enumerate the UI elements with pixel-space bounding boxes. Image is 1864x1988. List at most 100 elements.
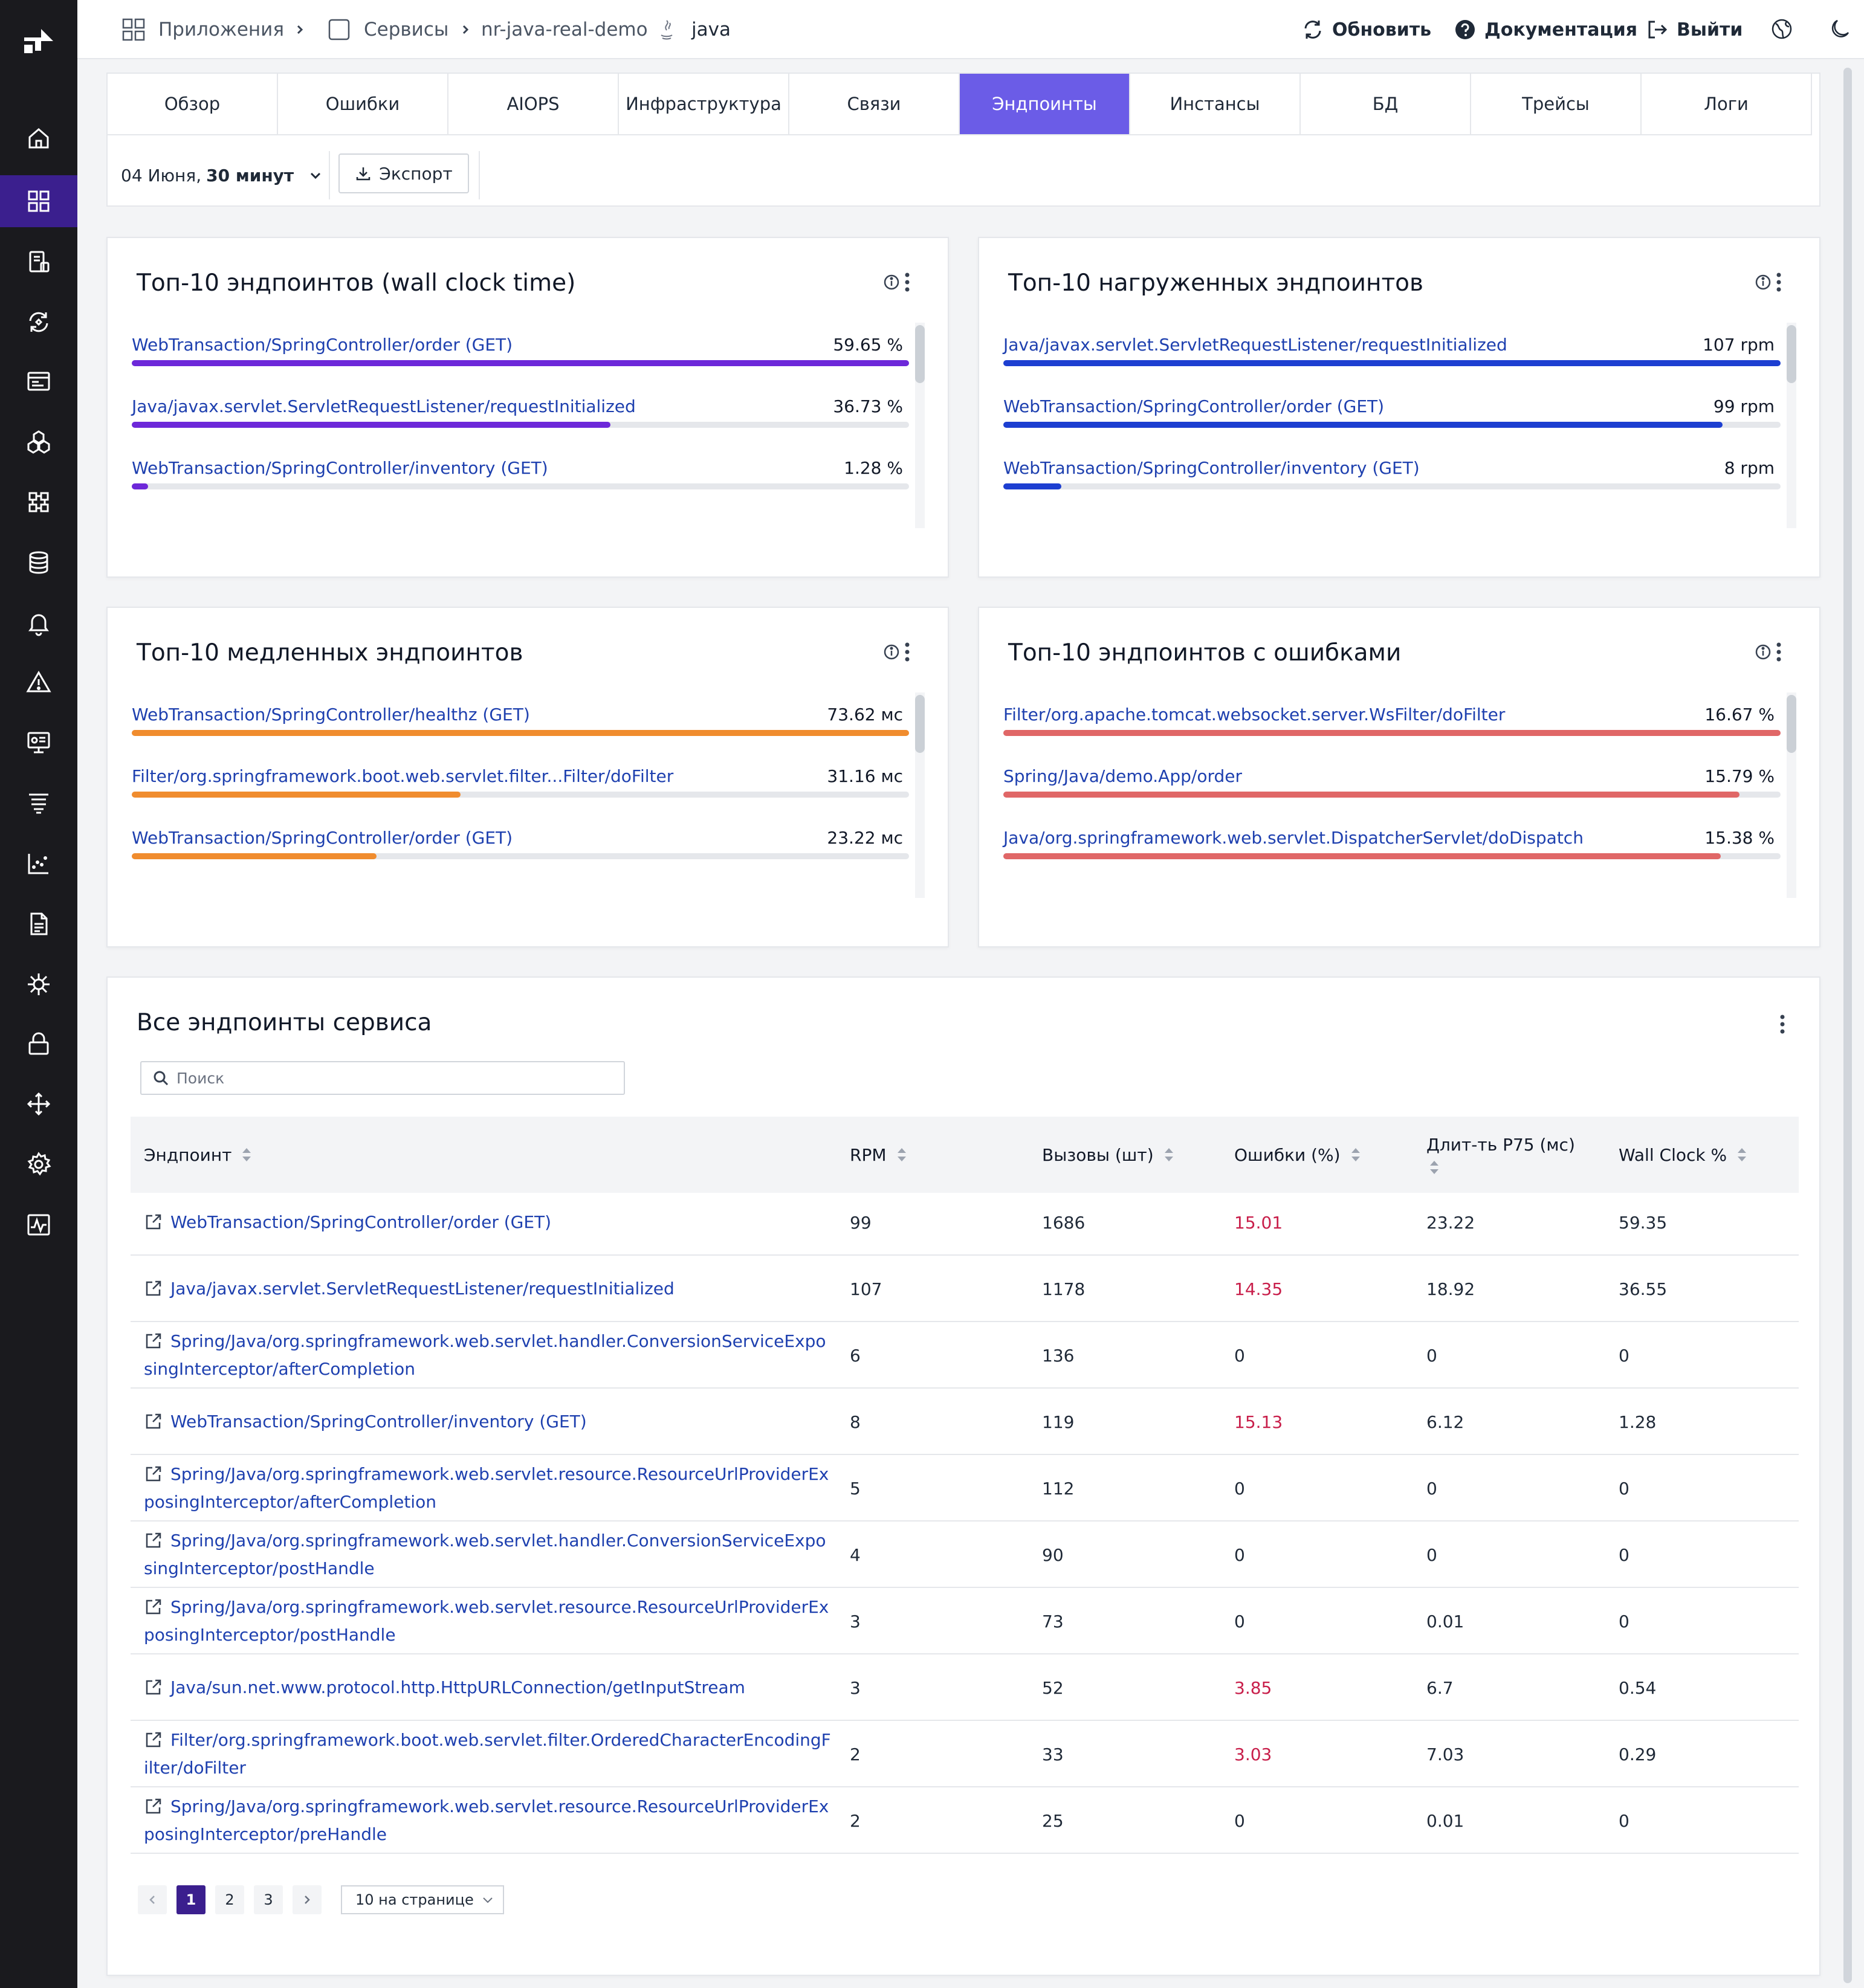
table-row[interactable]: Spring/Java/org.springframework.web.serv… xyxy=(131,1322,1799,1389)
sidebar-item-activity[interactable] xyxy=(0,1199,77,1251)
panel-row[interactable]: WebTransaction/SpringController/inventor… xyxy=(132,458,909,518)
page-size-select[interactable]: 10 на странице xyxy=(341,1885,504,1914)
prev-page-button[interactable] xyxy=(138,1885,167,1914)
endpoint-cell[interactable]: Spring/Java/org.springframework.web.serv… xyxy=(144,1787,833,1854)
info-icon[interactable] xyxy=(882,273,901,291)
sidebar-item-layers[interactable] xyxy=(0,777,77,829)
kebab-menu-icon[interactable] xyxy=(1776,272,1782,292)
page-scrollbar-thumb[interactable] xyxy=(1843,68,1852,1983)
endpoint-cell[interactable]: Spring/Java/org.springframework.web.serv… xyxy=(144,1588,833,1654)
endpoint-link[interactable]: Java/javax.servlet.ServletRequestListene… xyxy=(132,396,636,416)
endpoint-link[interactable]: WebTransaction/SpringController/order (G… xyxy=(132,828,513,848)
panel-row[interactable]: WebTransaction/SpringController/healthz … xyxy=(132,705,909,765)
docs-button[interactable]: Документация xyxy=(1454,0,1637,59)
sidebar-item-home[interactable] xyxy=(0,112,77,164)
panel-scrollbar-thumb[interactable] xyxy=(915,325,925,383)
endpoint-link[interactable]: Java/org.springframework.web.servlet.Dis… xyxy=(1003,828,1584,848)
page-button-3[interactable]: 3 xyxy=(254,1885,283,1914)
tab-db[interactable]: БД xyxy=(1301,74,1471,135)
sidebar-item-apps[interactable] xyxy=(0,175,77,227)
table-row[interactable]: WebTransaction/SpringController/inventor… xyxy=(131,1389,1799,1455)
table-row[interactable]: Spring/Java/org.springframework.web.serv… xyxy=(131,1522,1799,1588)
kebab-menu-icon[interactable] xyxy=(904,642,910,662)
endpoint-cell[interactable]: Java/sun.net.www.protocol.http.HttpURLCo… xyxy=(144,1654,833,1721)
endpoint-link[interactable]: Filter/org.apache.tomcat.websocket.serve… xyxy=(1003,705,1506,725)
panel-scrollbar-thumb[interactable] xyxy=(1787,695,1796,753)
sidebar-item-security[interactable] xyxy=(0,1018,77,1070)
logo-icon[interactable] xyxy=(21,23,57,59)
endpoint-link[interactable]: WebTransaction/SpringController/order (G… xyxy=(132,335,513,355)
breadcrumb-apps[interactable]: Приложения xyxy=(121,0,284,59)
breadcrumb-service-name[interactable]: nr-java-real-demo xyxy=(481,0,648,59)
kebab-menu-icon[interactable] xyxy=(904,272,910,292)
sidebar-item-alerts[interactable] xyxy=(0,597,77,649)
panel-scrollbar-thumb[interactable] xyxy=(1787,325,1796,383)
info-icon[interactable] xyxy=(1754,273,1772,291)
sidebar-item-sync[interactable] xyxy=(0,296,77,348)
refresh-button[interactable]: Обновить xyxy=(1302,0,1431,59)
sidebar-item-settings[interactable] xyxy=(0,1138,77,1190)
endpoint-cell[interactable]: Spring/Java/org.springframework.web.serv… xyxy=(144,1322,833,1389)
table-row[interactable]: WebTransaction/SpringController/order (G… xyxy=(131,1189,1799,1256)
column-endpoint[interactable]: Эндпоинт xyxy=(144,1117,252,1193)
tab-aiops[interactable]: AIOPS xyxy=(448,74,619,135)
endpoint-link[interactable]: Spring/Java/org.springframework.web.serv… xyxy=(144,1464,829,1512)
breadcrumb-services[interactable]: Сервисы xyxy=(326,0,448,59)
moon-icon[interactable] xyxy=(1829,18,1851,40)
kebab-menu-icon[interactable] xyxy=(1779,1014,1785,1034)
panel-row[interactable]: Filter/org.apache.tomcat.websocket.serve… xyxy=(1003,705,1781,765)
endpoint-link[interactable]: Java/javax.servlet.ServletRequestListene… xyxy=(1003,335,1507,355)
page-button-1[interactable]: 1 xyxy=(176,1885,205,1914)
sidebar-item-incidents[interactable] xyxy=(0,656,77,708)
panel-row[interactable]: WebTransaction/SpringController/order (G… xyxy=(132,335,909,395)
panel-row[interactable]: Java/org.springframework.web.servlet.Dis… xyxy=(1003,828,1781,888)
endpoint-link[interactable]: Java/javax.servlet.ServletRequestListene… xyxy=(170,1279,675,1299)
sidebar-item-hexagons[interactable] xyxy=(0,416,77,468)
sidebar-item-documents[interactable] xyxy=(0,898,77,950)
info-icon[interactable] xyxy=(882,643,901,661)
endpoint-link[interactable]: WebTransaction/SpringController/order (G… xyxy=(1003,396,1385,416)
tab-overview[interactable]: Обзор xyxy=(108,74,278,135)
page-button-2[interactable]: 2 xyxy=(215,1885,244,1914)
panel-row[interactable]: WebTransaction/SpringController/order (G… xyxy=(132,828,909,888)
endpoint-link[interactable]: Filter/org.springframework.boot.web.serv… xyxy=(132,766,674,786)
panel-row[interactable]: WebTransaction/SpringController/order (G… xyxy=(1003,396,1781,457)
table-row[interactable]: Spring/Java/org.springframework.web.serv… xyxy=(131,1787,1799,1854)
panel-row[interactable]: WebTransaction/SpringController/inventor… xyxy=(1003,458,1781,518)
endpoint-link[interactable]: Spring/Java/org.springframework.web.serv… xyxy=(144,1796,829,1844)
logout-button[interactable]: Выйти xyxy=(1646,0,1743,59)
date-range-select[interactable]: 04 Июня, 30 минут xyxy=(121,156,323,195)
tab-endpoints[interactable]: Эндпоинты xyxy=(960,74,1130,135)
column-wall-clock[interactable]: Wall Clock % xyxy=(1619,1117,1747,1193)
endpoint-link[interactable]: Spring/Java/org.springframework.web.serv… xyxy=(144,1331,826,1379)
table-row[interactable]: Filter/org.springframework.boot.web.serv… xyxy=(131,1721,1799,1787)
next-page-button[interactable] xyxy=(293,1885,322,1914)
globe-icon[interactable] xyxy=(1771,18,1793,40)
endpoint-link[interactable]: Spring/Java/org.springframework.web.serv… xyxy=(144,1597,829,1645)
tab-instances[interactable]: Инстансы xyxy=(1130,74,1301,135)
endpoint-cell[interactable]: Spring/Java/org.springframework.web.serv… xyxy=(144,1455,833,1522)
endpoint-cell[interactable]: Filter/org.springframework.boot.web.serv… xyxy=(144,1721,833,1787)
endpoint-cell[interactable]: WebTransaction/SpringController/order (G… xyxy=(144,1189,833,1256)
endpoint-link[interactable]: Spring/Java/demo.App/order xyxy=(1003,766,1242,786)
sidebar-item-terminal[interactable] xyxy=(0,355,77,407)
kebab-menu-icon[interactable] xyxy=(1776,642,1782,662)
sidebar-item-database[interactable] xyxy=(0,537,77,589)
tab-connections[interactable]: Связи xyxy=(789,74,960,135)
tab-infrastructure[interactable]: Инфраструктура xyxy=(619,74,789,135)
sidebar-item-chart[interactable] xyxy=(0,837,77,889)
column-p75[interactable]: Длит-ть P75 (мс) xyxy=(1426,1117,1575,1193)
table-row[interactable]: Spring/Java/org.springframework.web.serv… xyxy=(131,1455,1799,1522)
endpoint-link[interactable]: Java/sun.net.www.protocol.http.HttpURLCo… xyxy=(170,1677,745,1697)
table-row[interactable]: Spring/Java/org.springframework.web.serv… xyxy=(131,1588,1799,1654)
panel-row[interactable]: Java/javax.servlet.ServletRequestListene… xyxy=(1003,335,1781,395)
endpoint-cell[interactable]: Spring/Java/org.springframework.web.serv… xyxy=(144,1522,833,1588)
panel-row[interactable]: Spring/Java/demo.App/order 15.79 % xyxy=(1003,766,1781,827)
sidebar-item-services[interactable] xyxy=(0,236,77,288)
panel-row[interactable]: Java/javax.servlet.ServletRequestListene… xyxy=(132,396,909,457)
info-icon[interactable] xyxy=(1754,643,1772,661)
column-errors[interactable]: Ошибки (%) xyxy=(1234,1117,1361,1193)
endpoint-link[interactable]: WebTransaction/SpringController/order (G… xyxy=(170,1212,552,1232)
endpoint-link[interactable]: WebTransaction/SpringController/inventor… xyxy=(132,458,548,478)
endpoint-link[interactable]: WebTransaction/SpringController/healthz … xyxy=(132,705,530,725)
